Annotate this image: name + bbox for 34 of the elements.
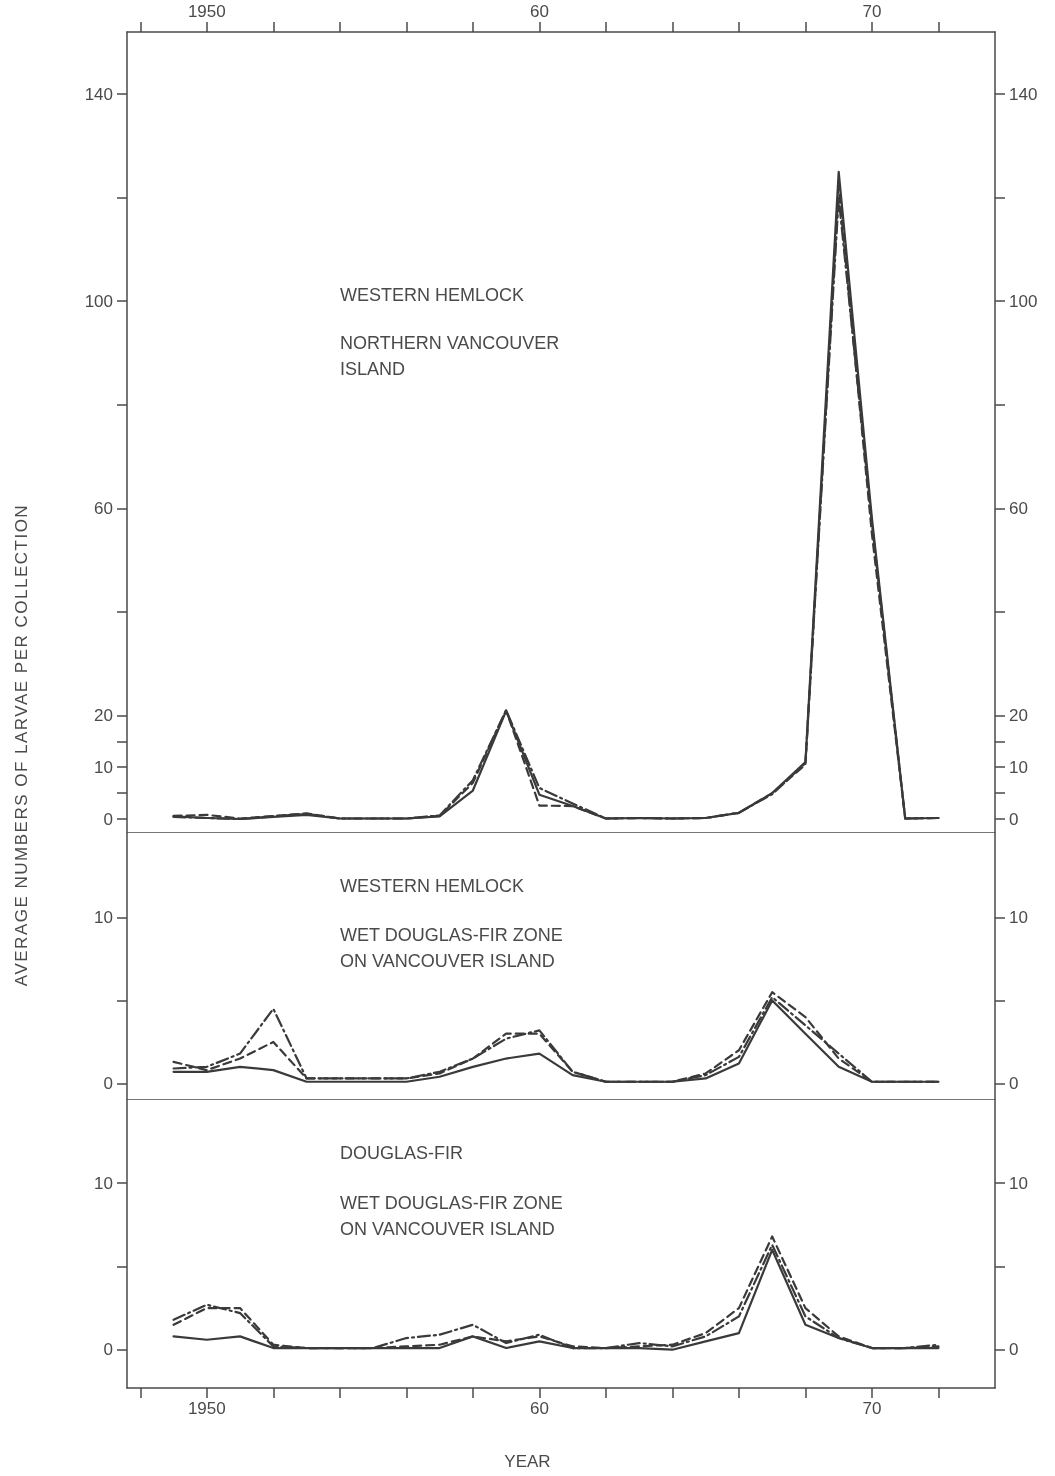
y2-tick-label: 0 xyxy=(1009,809,1019,829)
y2-tick-label: 60 xyxy=(1009,498,1028,518)
x-tick-label: 1950 xyxy=(187,1399,226,1418)
y-axis-title: AVERAGE NUMBERS OF LARVAE PER COLLECTION xyxy=(12,503,32,987)
annotation: WET DOUGLAS-FIR ZONE ON VANCOUVER ISLAND xyxy=(340,925,568,971)
x-tick-label: 70 xyxy=(862,1399,882,1418)
y2-tick-label: 0 xyxy=(1009,1340,1019,1360)
y-tick-label: 0 xyxy=(103,1340,113,1360)
x2-tick-label: 70 xyxy=(862,2,882,21)
y2-tick-label: 0 xyxy=(1009,1073,1019,1093)
x-tick-label: 60 xyxy=(529,1399,549,1418)
y-tick-label: 140 xyxy=(84,84,113,104)
y-tick-label: 20 xyxy=(94,705,113,725)
y2-tick-label: 140 xyxy=(1009,84,1038,104)
y-tick-label: 100 xyxy=(84,291,113,311)
annotation: DOUGLAS-FIR xyxy=(340,1143,464,1163)
x2-tick-label: 1950 xyxy=(187,2,226,21)
annotation: WESTERN HEMLOCK xyxy=(340,285,525,305)
y-tick-label: 0 xyxy=(103,1073,113,1093)
y-tick-label: 10 xyxy=(94,757,113,777)
y-tick-label: 10 xyxy=(94,1173,113,1193)
y-tick-label: 60 xyxy=(94,498,113,518)
y2-tick-label: 20 xyxy=(1009,705,1028,725)
y2-tick-label: 10 xyxy=(1009,757,1028,777)
y2-tick-label: 100 xyxy=(1009,291,1038,311)
annotation: NORTHERN VANCOUVER ISLAND xyxy=(340,333,565,379)
annotation: WESTERN HEMLOCK xyxy=(340,876,525,896)
y-tick-label: 0 xyxy=(103,809,113,829)
y-tick-label: 10 xyxy=(94,908,113,928)
x2-tick-label: 60 xyxy=(529,2,549,21)
x-axis-title: YEAR xyxy=(504,1452,551,1471)
y2-tick-label: 10 xyxy=(1009,1173,1028,1193)
annotation: WET DOUGLAS-FIR ZONE ON VANCOUVER ISLAND xyxy=(340,1193,568,1239)
y2-tick-label: 10 xyxy=(1009,908,1028,928)
